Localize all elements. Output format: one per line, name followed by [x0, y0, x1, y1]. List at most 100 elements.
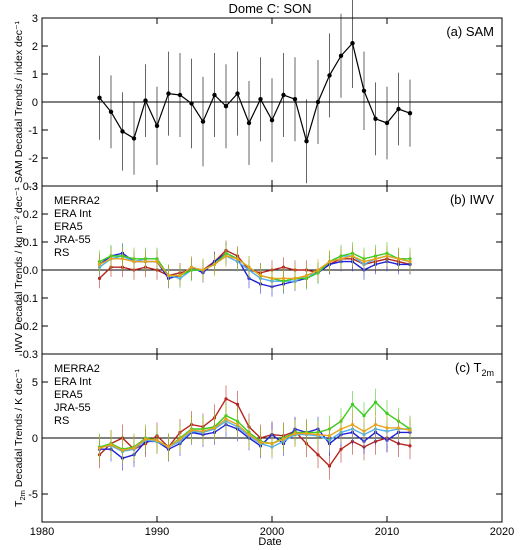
data-point	[327, 464, 332, 468]
data-point	[212, 92, 217, 98]
data-point	[143, 260, 148, 264]
data-point	[132, 446, 136, 450]
data-point	[189, 428, 194, 432]
data-point	[166, 91, 171, 96]
legend-entry: ERA5	[54, 221, 83, 233]
data-point	[247, 433, 251, 437]
data-point	[350, 422, 355, 427]
x-tick-label: 2020	[490, 526, 514, 538]
data-point	[270, 276, 274, 280]
data-point	[316, 268, 320, 272]
data-point	[155, 438, 159, 442]
data-point	[362, 260, 366, 264]
panels: -3 -2 -1 0 1 2 3 SAM Decadal Trends / index dec…	[13, 0, 503, 523]
data-point	[270, 442, 274, 446]
data-point	[235, 402, 240, 406]
legend-entry: RS	[54, 415, 69, 427]
data-point	[120, 448, 125, 452]
y-axis-label: T2m Decadal Trends / K dec⁻¹	[13, 369, 27, 507]
data-point	[120, 257, 125, 261]
data-point	[258, 274, 263, 278]
data-point	[224, 397, 228, 401]
data-point	[350, 254, 355, 258]
data-point	[293, 276, 297, 280]
data-point	[108, 109, 114, 115]
data-point	[373, 116, 378, 122]
data-point	[385, 426, 389, 430]
data-point	[373, 257, 378, 261]
data-point	[385, 254, 389, 258]
data-point	[154, 123, 160, 128]
y-tick-label: 5	[32, 377, 38, 389]
y-tick-label: 2	[32, 41, 38, 53]
data-point	[258, 440, 263, 445]
data-point	[396, 106, 401, 112]
y-tick-label: -3	[28, 181, 38, 193]
data-point	[350, 41, 355, 46]
data-point	[178, 274, 182, 278]
data-point	[396, 257, 401, 261]
data-point	[315, 99, 321, 105]
data-point	[304, 139, 309, 144]
x-tick-label: 2000	[260, 526, 284, 538]
series-line	[99, 420, 410, 453]
data-point	[212, 262, 217, 266]
data-point	[166, 445, 171, 449]
panel-1: -3 -2 -1 0 1 2 3 SAM Decadal Trends / index dec…	[13, 0, 503, 193]
data-point	[143, 437, 148, 441]
data-point	[223, 104, 229, 109]
data-point	[327, 434, 332, 438]
series-line	[99, 418, 411, 452]
data-point	[235, 422, 240, 427]
data-point	[408, 428, 412, 432]
data-point	[201, 268, 205, 272]
y-tick-label: 3	[32, 13, 38, 25]
legend-entry: JRA-55	[54, 402, 91, 414]
data-point	[224, 417, 228, 421]
data-point	[258, 97, 263, 102]
data-point	[408, 444, 412, 448]
data-point	[339, 257, 343, 261]
data-point	[177, 92, 183, 98]
data-point	[201, 429, 205, 433]
x-tick-label: 1990	[145, 526, 169, 538]
data-point	[246, 120, 252, 126]
panel-label: (c) T2m	[455, 360, 494, 378]
data-point	[109, 257, 113, 261]
data-point	[224, 254, 228, 258]
data-point	[304, 431, 309, 436]
panel-label: (a) SAM	[446, 24, 494, 39]
y-tick-label: 0.2	[23, 209, 38, 221]
y-tick-label: 1	[32, 69, 38, 81]
figure-title: Dome C: SON	[228, 1, 311, 16]
data-point	[362, 429, 366, 433]
x-tick-label: 2010	[375, 526, 399, 538]
x-axis: 1980 1990 2000 2010 2020	[30, 526, 514, 538]
data-point	[131, 136, 137, 141]
data-point	[97, 95, 102, 101]
data-point	[408, 260, 412, 264]
data-point	[316, 433, 320, 437]
data-point	[235, 257, 240, 261]
y-tick-label: 0.1	[23, 237, 38, 249]
data-point	[316, 453, 320, 457]
data-point	[293, 431, 297, 436]
data-point	[247, 265, 251, 269]
y-tick-label: -0.3	[19, 349, 38, 361]
data-point	[155, 260, 159, 264]
data-point	[304, 274, 309, 278]
legend-entry: MERRA2	[54, 363, 100, 375]
data-point	[281, 437, 286, 441]
data-point	[407, 111, 413, 116]
data-point	[281, 92, 286, 98]
y-tick-label: 0	[32, 97, 38, 109]
y-tick-label: -2	[28, 153, 38, 165]
data-point	[97, 276, 102, 280]
y-tick-label: -0.2	[19, 321, 38, 333]
data-point	[178, 437, 182, 441]
y-tick-label: 0	[32, 433, 38, 445]
data-point	[338, 53, 344, 58]
data-point	[200, 119, 206, 124]
panel-3: -5 0 5 T2m Decadal Trends / K dec⁻¹ (c) T2m M…	[13, 353, 503, 523]
